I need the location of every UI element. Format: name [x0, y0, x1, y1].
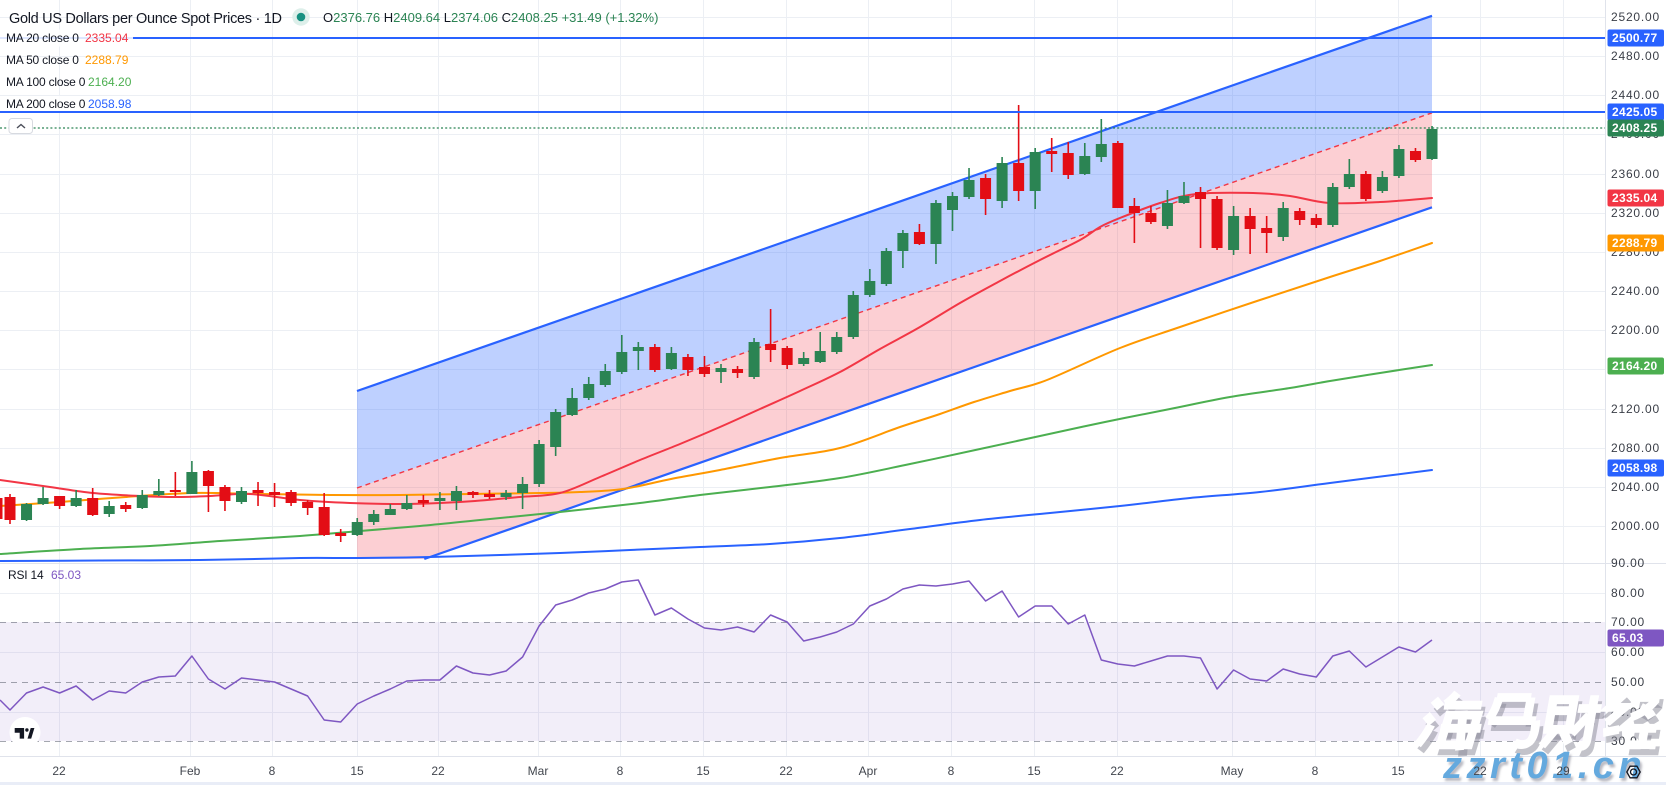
svg-text:2240.00: 2240.00	[1611, 284, 1660, 298]
svg-text:zzrt01.cn: zzrt01.cn	[1442, 745, 1646, 785]
svg-text:MA 100 close 0: MA 100 close 0	[6, 75, 86, 89]
svg-text:2335.04: 2335.04	[85, 31, 129, 45]
svg-text:90.00: 90.00	[1611, 556, 1645, 570]
svg-text:70.00: 70.00	[1611, 615, 1645, 629]
svg-text:2500.77: 2500.77	[1612, 31, 1658, 45]
svg-text:2520.00: 2520.00	[1611, 10, 1660, 24]
svg-text:2288.79: 2288.79	[1612, 236, 1658, 250]
svg-text:RSI 14: RSI 14	[8, 568, 44, 582]
svg-text:22: 22	[779, 764, 793, 778]
svg-text:2440.00: 2440.00	[1611, 88, 1660, 102]
svg-text:8: 8	[948, 764, 955, 778]
svg-text:15: 15	[350, 764, 364, 778]
svg-text:Gold US Dollars per Ounce Spot: Gold US Dollars per Ounce Spot Prices · …	[9, 11, 282, 27]
svg-text:2164.20: 2164.20	[1612, 359, 1658, 373]
svg-text:2408.25: 2408.25	[1612, 121, 1658, 135]
svg-text:2080.00: 2080.00	[1611, 441, 1660, 455]
svg-text:MA 20 close 0: MA 20 close 0	[6, 31, 79, 45]
svg-text:2360.00: 2360.00	[1611, 167, 1660, 181]
svg-text:29: 29	[1556, 764, 1570, 778]
svg-text:65.03: 65.03	[1612, 631, 1644, 645]
svg-text:15: 15	[696, 764, 710, 778]
svg-text:22: 22	[52, 764, 66, 778]
svg-text:50.00: 50.00	[1611, 675, 1645, 689]
svg-text:8: 8	[1312, 764, 1319, 778]
svg-text:Feb: Feb	[180, 764, 201, 778]
svg-text:MA 200 close 0: MA 200 close 0	[6, 97, 86, 111]
svg-text:22: 22	[1473, 764, 1487, 778]
svg-text:2335.04: 2335.04	[1612, 191, 1658, 205]
svg-text:15: 15	[1027, 764, 1041, 778]
svg-text:2320.00: 2320.00	[1611, 206, 1660, 220]
svg-text:8: 8	[617, 764, 624, 778]
svg-text:2120.00: 2120.00	[1611, 402, 1660, 416]
svg-text:May: May	[1221, 764, 1244, 778]
svg-text:60.00: 60.00	[1611, 645, 1645, 659]
svg-text:80.00: 80.00	[1611, 586, 1645, 600]
svg-text:22: 22	[431, 764, 445, 778]
svg-text:MA 50 close 0: MA 50 close 0	[6, 53, 79, 67]
svg-text:2480.00: 2480.00	[1611, 49, 1660, 63]
svg-text:22: 22	[1110, 764, 1124, 778]
svg-text:Mar: Mar	[528, 764, 549, 778]
svg-text:O2376.76 H2409.64 L2374.06 C24: O2376.76 H2409.64 L2374.06 C2408.25 +31.…	[323, 10, 658, 25]
svg-text:2288.79: 2288.79	[85, 53, 129, 67]
svg-text:15: 15	[1391, 764, 1405, 778]
svg-text:Apr: Apr	[859, 764, 878, 778]
svg-text:2200.00: 2200.00	[1611, 323, 1660, 337]
svg-text:8: 8	[269, 764, 276, 778]
svg-text:2000.00: 2000.00	[1611, 519, 1660, 533]
svg-text:2058.98: 2058.98	[88, 97, 132, 111]
svg-text:2164.20: 2164.20	[88, 75, 132, 89]
svg-text:2425.05: 2425.05	[1612, 105, 1658, 119]
svg-text:2040.00: 2040.00	[1611, 480, 1660, 494]
svg-text:2058.98: 2058.98	[1612, 461, 1658, 475]
svg-text:65.03: 65.03	[51, 568, 81, 582]
